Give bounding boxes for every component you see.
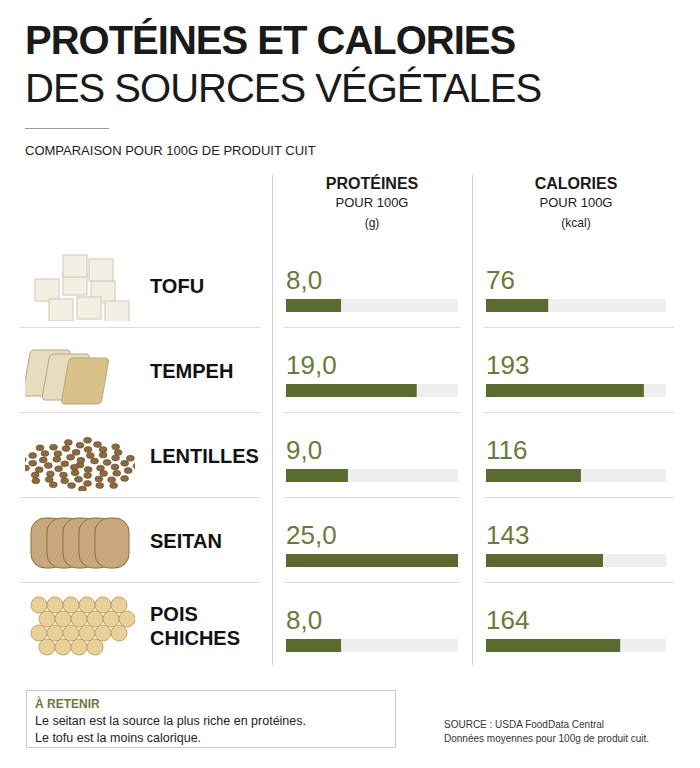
html-text:POUR 100G: POUR 100G: [335, 195, 409, 210]
svg-text:116: 116: [486, 435, 527, 465]
html-text:DES SOURCES VÉGÉTALES: DES SOURCES VÉGÉTALES: [25, 66, 542, 110]
svg-text:8,0: 8,0: [286, 265, 322, 295]
html-text:TOFU: TOFU: [150, 274, 205, 297]
svg-text:193: 193: [486, 350, 529, 380]
html-text:PROTÉINES ET CALORIES: PROTÉINES ET CALORIES: [25, 18, 516, 62]
html-text:PROTÉINES: PROTÉINES: [325, 175, 419, 192]
html-text:LENTILLES: LENTILLES: [150, 444, 259, 467]
html-text:POIS CHICHES: POIS CHICHES: [150, 602, 240, 649]
svg-text:143: 143: [486, 520, 529, 550]
html-text:TEMPEH: TEMPEH: [150, 359, 234, 382]
html-text:CALORIES: CALORIES: [534, 175, 618, 192]
html-text:Le tofu est la moins calorique: Le tofu est la moins calorique.: [35, 731, 202, 745]
html-text:(kcal): (kcal): [561, 216, 591, 230]
html-text:À RETENIR: À RETENIR: [35, 697, 100, 711]
html-text:POUR 100G: POUR 100G: [539, 195, 613, 210]
svg-text:9,0: 9,0: [286, 435, 322, 465]
svg-text:25,0: 25,0: [286, 520, 337, 550]
html-text:SEITAN: SEITAN: [150, 529, 222, 552]
svg-text:8,0: 8,0: [286, 605, 322, 635]
svg-text:76: 76: [486, 265, 515, 295]
svg-text:164: 164: [486, 605, 529, 635]
html-text:Données moyennes pour 100g de: Données moyennes pour 100g de produit cu…: [444, 733, 650, 744]
html-text:COMPARAISON POUR 100G DE PRODU: COMPARAISON POUR 100G DE PRODUIT CUIT: [25, 143, 316, 158]
svg-text:19,0: 19,0: [286, 350, 337, 380]
html-text:(g): (g): [364, 216, 380, 230]
html-text:SOURCE : USDA FoodData Central: SOURCE : USDA FoodData Central: [444, 719, 605, 730]
html-text:Le seitan est la source la plu: Le seitan est la source la plus riche en…: [35, 714, 306, 728]
